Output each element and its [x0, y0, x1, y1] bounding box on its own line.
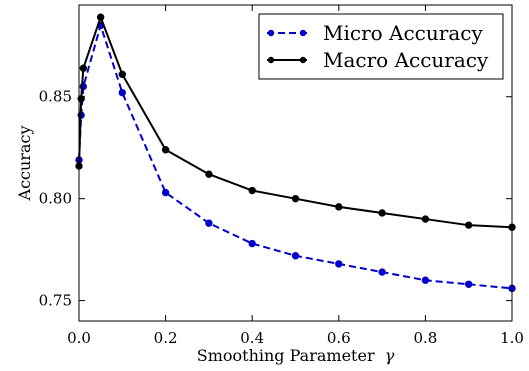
legend-marker-micro-accuracy	[299, 29, 307, 37]
series-layer	[75, 13, 516, 293]
legend-label-macro-accuracy: Macro Accuracy	[323, 48, 489, 72]
data-point-macro-accuracy	[421, 215, 430, 223]
y-axis-title: Accuracy	[15, 126, 34, 202]
x-axis-label: Smoothing Parameter	[197, 346, 375, 365]
x-tick-label: 0.4	[240, 329, 264, 347]
data-point-macro-accuracy	[378, 209, 386, 217]
y-tick-label: 0.85	[39, 88, 72, 106]
y-tick-label: 0.75	[39, 292, 72, 310]
data-point-micro-accuracy	[205, 219, 213, 227]
legend-entries: Micro Accuracy Macro Accuracy	[267, 21, 489, 72]
legend-label-micro-accuracy: Micro Accuracy	[323, 21, 483, 45]
data-point-macro-accuracy	[118, 70, 127, 79]
data-point-micro-accuracy	[335, 260, 343, 268]
legend-box	[258, 13, 504, 80]
data-point-macro-accuracy	[79, 64, 88, 72]
data-point-micro-accuracy	[378, 268, 386, 276]
data-point-micro-accuracy	[161, 188, 170, 197]
data-point-macro-accuracy	[205, 170, 213, 178]
data-point-macro-accuracy	[96, 13, 105, 21]
x-tick-label: 0.6	[327, 329, 351, 347]
data-point-micro-accuracy	[248, 239, 256, 248]
data-point-micro-accuracy	[465, 280, 473, 289]
data-point-macro-accuracy	[291, 194, 300, 203]
y-tick-label: 0.80	[39, 190, 72, 208]
series-line-macro-accuracy	[78, 14, 513, 229]
legend-marker-macro-accuracy	[267, 56, 275, 64]
data-point-macro-accuracy	[465, 221, 473, 229]
plot-frame	[78, 4, 513, 322]
x-tick-label: 0.0	[67, 329, 91, 347]
legend: Micro Accuracy Macro Accuracy	[258, 13, 504, 80]
legend-marker-micro-accuracy	[267, 29, 275, 37]
data-point-macro-accuracy	[161, 146, 170, 154]
series-line-micro-accuracy	[78, 21, 513, 290]
data-point-macro-accuracy	[248, 186, 256, 195]
data-point-micro-accuracy	[291, 252, 300, 260]
legend-marker-macro-accuracy	[299, 56, 307, 64]
x-tick-label: 0.2	[154, 329, 178, 347]
x-tick-label: 1.0	[500, 329, 524, 347]
data-point-macro-accuracy	[335, 203, 343, 211]
data-point-micro-accuracy	[118, 88, 127, 97]
data-point-micro-accuracy	[421, 276, 430, 284]
x-tick-label: 0.8	[413, 329, 437, 347]
x-axis-symbol: γ	[385, 346, 395, 365]
x-axis-title: Smoothing Parameter γ	[197, 346, 395, 365]
tick-layer: 0.0 0.2 0.4 0.6 0.8 1.0 0.75 0.80 0.85	[39, 5, 524, 347]
